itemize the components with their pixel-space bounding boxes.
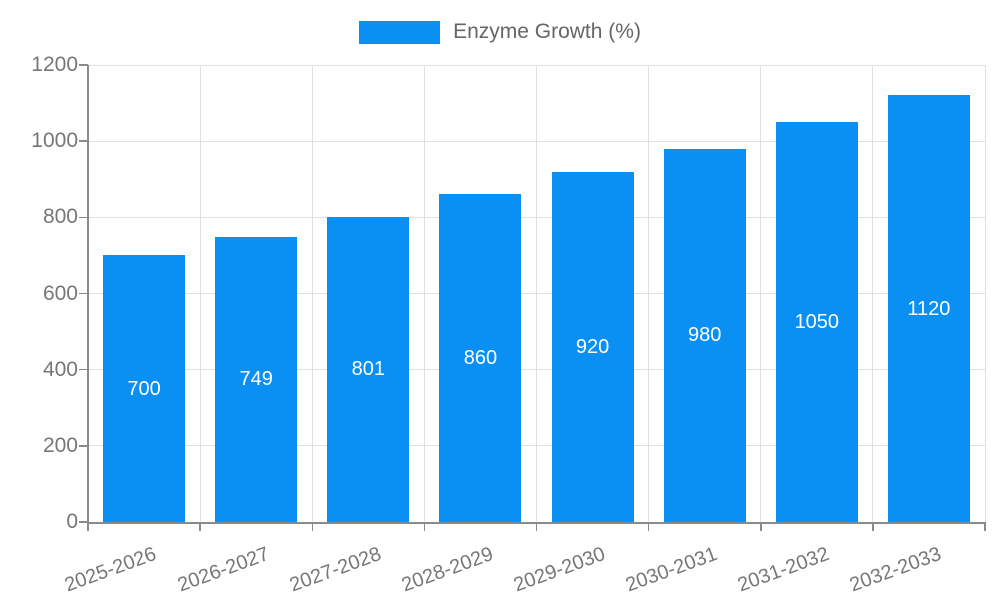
- y-tick-mark: [79, 368, 88, 371]
- y-tick-mark: [79, 64, 88, 66]
- x-tick-mark: [199, 522, 201, 531]
- x-axis: [87, 522, 986, 524]
- y-tick-label: 800: [42, 205, 78, 229]
- y-tick-mark: [79, 445, 88, 447]
- x-tick-mark: [647, 522, 650, 531]
- bar-value-label: 1120: [907, 297, 951, 320]
- bar: [103, 255, 186, 522]
- v-gridline: [984, 65, 986, 522]
- x-tick-mark: [872, 522, 874, 531]
- y-tick-label: 0: [66, 510, 78, 533]
- bar-value-label: 920: [575, 335, 610, 358]
- v-gridline: [423, 65, 425, 522]
- v-gridline: [311, 65, 313, 522]
- y-axis: [87, 65, 89, 524]
- x-tick-mark: [423, 522, 426, 531]
- y-tick-mark: [79, 292, 88, 295]
- v-gridline: [760, 65, 762, 522]
- y-tick-label: 200: [42, 433, 78, 457]
- bar: [887, 95, 970, 522]
- bar: [663, 148, 746, 522]
- bar: [775, 122, 858, 522]
- x-tick-mark: [87, 522, 89, 531]
- x-tick-mark: [984, 522, 986, 531]
- y-tick-mark: [79, 140, 88, 142]
- legend-label: Enzyme Growth (%): [453, 20, 641, 43]
- y-tick-mark: [79, 521, 88, 523]
- bar-value-label: 801: [351, 358, 385, 381]
- bar-value-label: 980: [688, 324, 722, 347]
- v-gridline: [199, 65, 201, 522]
- bar: [327, 216, 410, 522]
- v-gridline: [648, 65, 650, 522]
- y-tick-label: 1000: [31, 129, 78, 153]
- bar: [551, 171, 634, 522]
- bar: [215, 236, 298, 522]
- legend: Enzyme Growth (%): [0, 20, 1000, 44]
- y-tick-label: 400: [42, 357, 78, 381]
- x-tick-mark: [535, 522, 538, 531]
- y-tick-mark: [79, 216, 88, 219]
- bar-value-label: 700: [127, 377, 161, 400]
- bar-value-label: 749: [239, 368, 273, 391]
- x-tick-label: 2032-2033: [847, 543, 945, 597]
- y-tick-label: 1200: [31, 53, 78, 76]
- bar-value-label: 860: [463, 347, 498, 370]
- v-gridline: [872, 65, 874, 522]
- y-tick-label: 600: [42, 281, 78, 305]
- x-tick-mark: [311, 522, 313, 531]
- bar: [439, 194, 522, 522]
- bar-value-label: 1050: [794, 311, 840, 334]
- legend-swatch: [359, 20, 441, 44]
- x-tick-mark: [760, 522, 762, 531]
- v-gridline: [536, 65, 537, 522]
